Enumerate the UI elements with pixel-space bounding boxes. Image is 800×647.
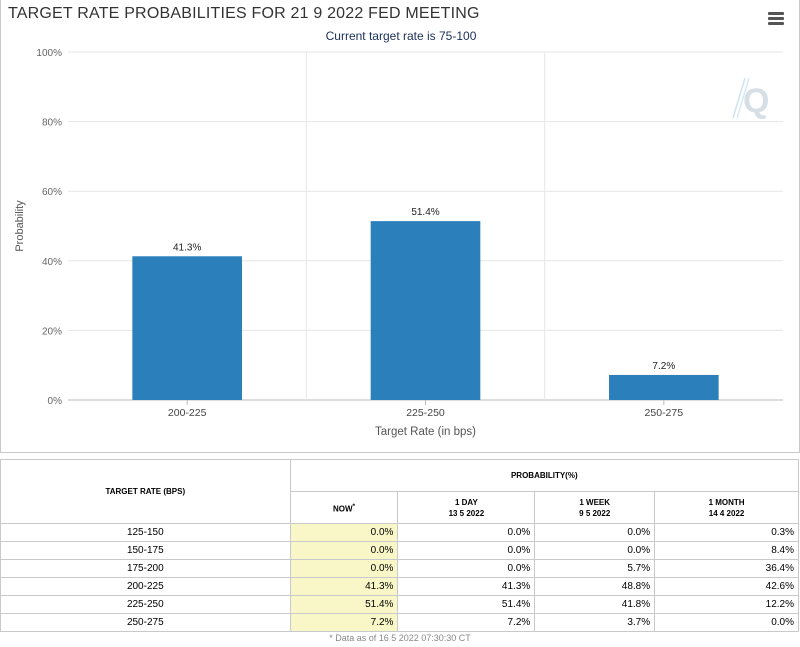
probability-table: TARGET RATE (BPS) PROBABILITY(%) NOW* 1 … — [0, 459, 800, 632]
row-rate: 225-250 — [0, 595, 291, 614]
row-rate: 175-200 — [0, 559, 291, 578]
header-1-month-date: 14 4 2022 — [708, 508, 745, 518]
table-row: 150-175 0.0% 0.0% 0.0% 8.4% — [0, 541, 799, 560]
table-row: 200-225 41.3% 41.3% 48.8% 42.6% — [0, 577, 799, 596]
table-row: 225-250 51.4% 51.4% 41.8% 12.2% — [0, 595, 799, 614]
row-now: 41.3% — [289, 577, 399, 596]
x-tick-label: 225-250 — [406, 407, 445, 419]
bar — [132, 256, 242, 400]
row-1-day: 0.0% — [397, 541, 536, 560]
bar — [370, 221, 481, 400]
header-1-month-label: 1 MONTH — [708, 497, 745, 507]
y-tick-label: 40% — [42, 257, 62, 268]
header-1-week-date: 9 5 2022 — [579, 508, 611, 518]
row-now: 0.0% — [289, 523, 399, 542]
row-now: 0.0% — [289, 559, 399, 578]
hamburger-menu-icon[interactable] — [768, 12, 784, 26]
chart-panel: 0% 20% 40% 60% 80% 100% 41.3% 200-225 51.4% 225-2… — [0, 0, 800, 453]
row-rate: 125-150 — [0, 523, 291, 542]
table-row: 250-275 7.2% 7.2% 3.7% 0.0% — [0, 613, 799, 632]
header-now: NOW* — [289, 491, 399, 524]
row-1-month: 36.4% — [654, 559, 799, 578]
row-1-month: 0.0% — [654, 613, 799, 632]
y-tick-label: 80% — [42, 118, 62, 129]
row-1-day: 41.3% — [397, 577, 536, 596]
y-axis-label: Probability — [14, 200, 26, 252]
bar-data-label: 7.2% — [652, 361, 675, 372]
row-1-day: 7.2% — [397, 613, 536, 632]
row-rate: 200-225 — [0, 577, 291, 596]
q-logo-watermark-icon: Q — [729, 74, 777, 127]
header-1-week-label: 1 WEEK — [579, 497, 611, 507]
svg-text:Q: Q — [743, 82, 769, 120]
y-tick-label: 60% — [42, 187, 62, 198]
row-1-day: 0.0% — [397, 559, 536, 578]
row-1-month: 8.4% — [654, 541, 799, 560]
row-now: 0.0% — [289, 541, 399, 560]
row-1-week: 41.8% — [534, 595, 656, 614]
header-probability: PROBABILITY(%) — [289, 459, 800, 492]
header-now-mark: * — [352, 502, 356, 510]
x-tick-label: 200-225 — [168, 407, 207, 419]
header-1-week: 1 WEEK 9 5 2022 — [534, 491, 656, 524]
row-1-week: 5.7% — [534, 559, 656, 578]
table-row: 175-200 0.0% 0.0% 5.7% 36.4% — [0, 559, 799, 578]
x-axis-label: Target Rate (in bps) — [375, 426, 476, 438]
row-1-month: 12.2% — [654, 595, 799, 614]
header-target-rate: TARGET RATE (BPS) — [0, 459, 291, 524]
row-rate: 150-175 — [0, 541, 291, 560]
probability-table-section: TARGET RATE (BPS) PROBABILITY(%) NOW* 1 … — [0, 459, 800, 643]
data-timestamp-footnote: * Data as of 16 5 2022 07:30:30 CT — [329, 633, 471, 643]
header-1-day-label: 1 DAY — [454, 497, 478, 507]
y-tick-label: 0% — [48, 396, 63, 407]
row-1-week: 48.8% — [534, 577, 656, 596]
row-1-week: 3.7% — [534, 613, 656, 632]
row-1-day: 0.0% — [397, 523, 536, 542]
row-1-week: 0.0% — [534, 541, 656, 560]
bar-data-label: 51.4% — [411, 207, 439, 218]
bar-data-label: 41.3% — [173, 242, 201, 253]
x-tick-label: 250-275 — [645, 407, 684, 419]
table-row: 125-150 0.0% 0.0% 0.0% 0.3% — [0, 523, 799, 542]
row-1-week: 0.0% — [534, 523, 656, 542]
chart-title: TARGET RATE PROBABILITIES FOR 21 9 2022 … — [8, 5, 480, 22]
bar — [609, 374, 719, 400]
row-now: 51.4% — [289, 595, 399, 614]
row-1-day: 51.4% — [397, 595, 536, 614]
bar-chart: 0% 20% 40% 60% 80% 100% 41.3% 200-225 51.4% 225-2… — [14, 48, 783, 438]
row-1-month: 42.6% — [654, 577, 799, 596]
header-1-day: 1 DAY 13 5 2022 — [397, 491, 536, 524]
header-1-day-date: 13 5 2022 — [448, 508, 485, 518]
chart-subtitle: Current target rate is 75-100 — [325, 29, 477, 43]
row-rate: 250-275 — [0, 613, 291, 632]
y-tick-label: 20% — [42, 326, 62, 337]
y-tick-label: 100% — [36, 48, 62, 59]
header-now-label: NOW — [332, 504, 353, 514]
row-1-month: 0.3% — [654, 523, 799, 542]
header-1-month: 1 MONTH 14 4 2022 — [654, 491, 799, 524]
row-now: 7.2% — [289, 613, 399, 632]
